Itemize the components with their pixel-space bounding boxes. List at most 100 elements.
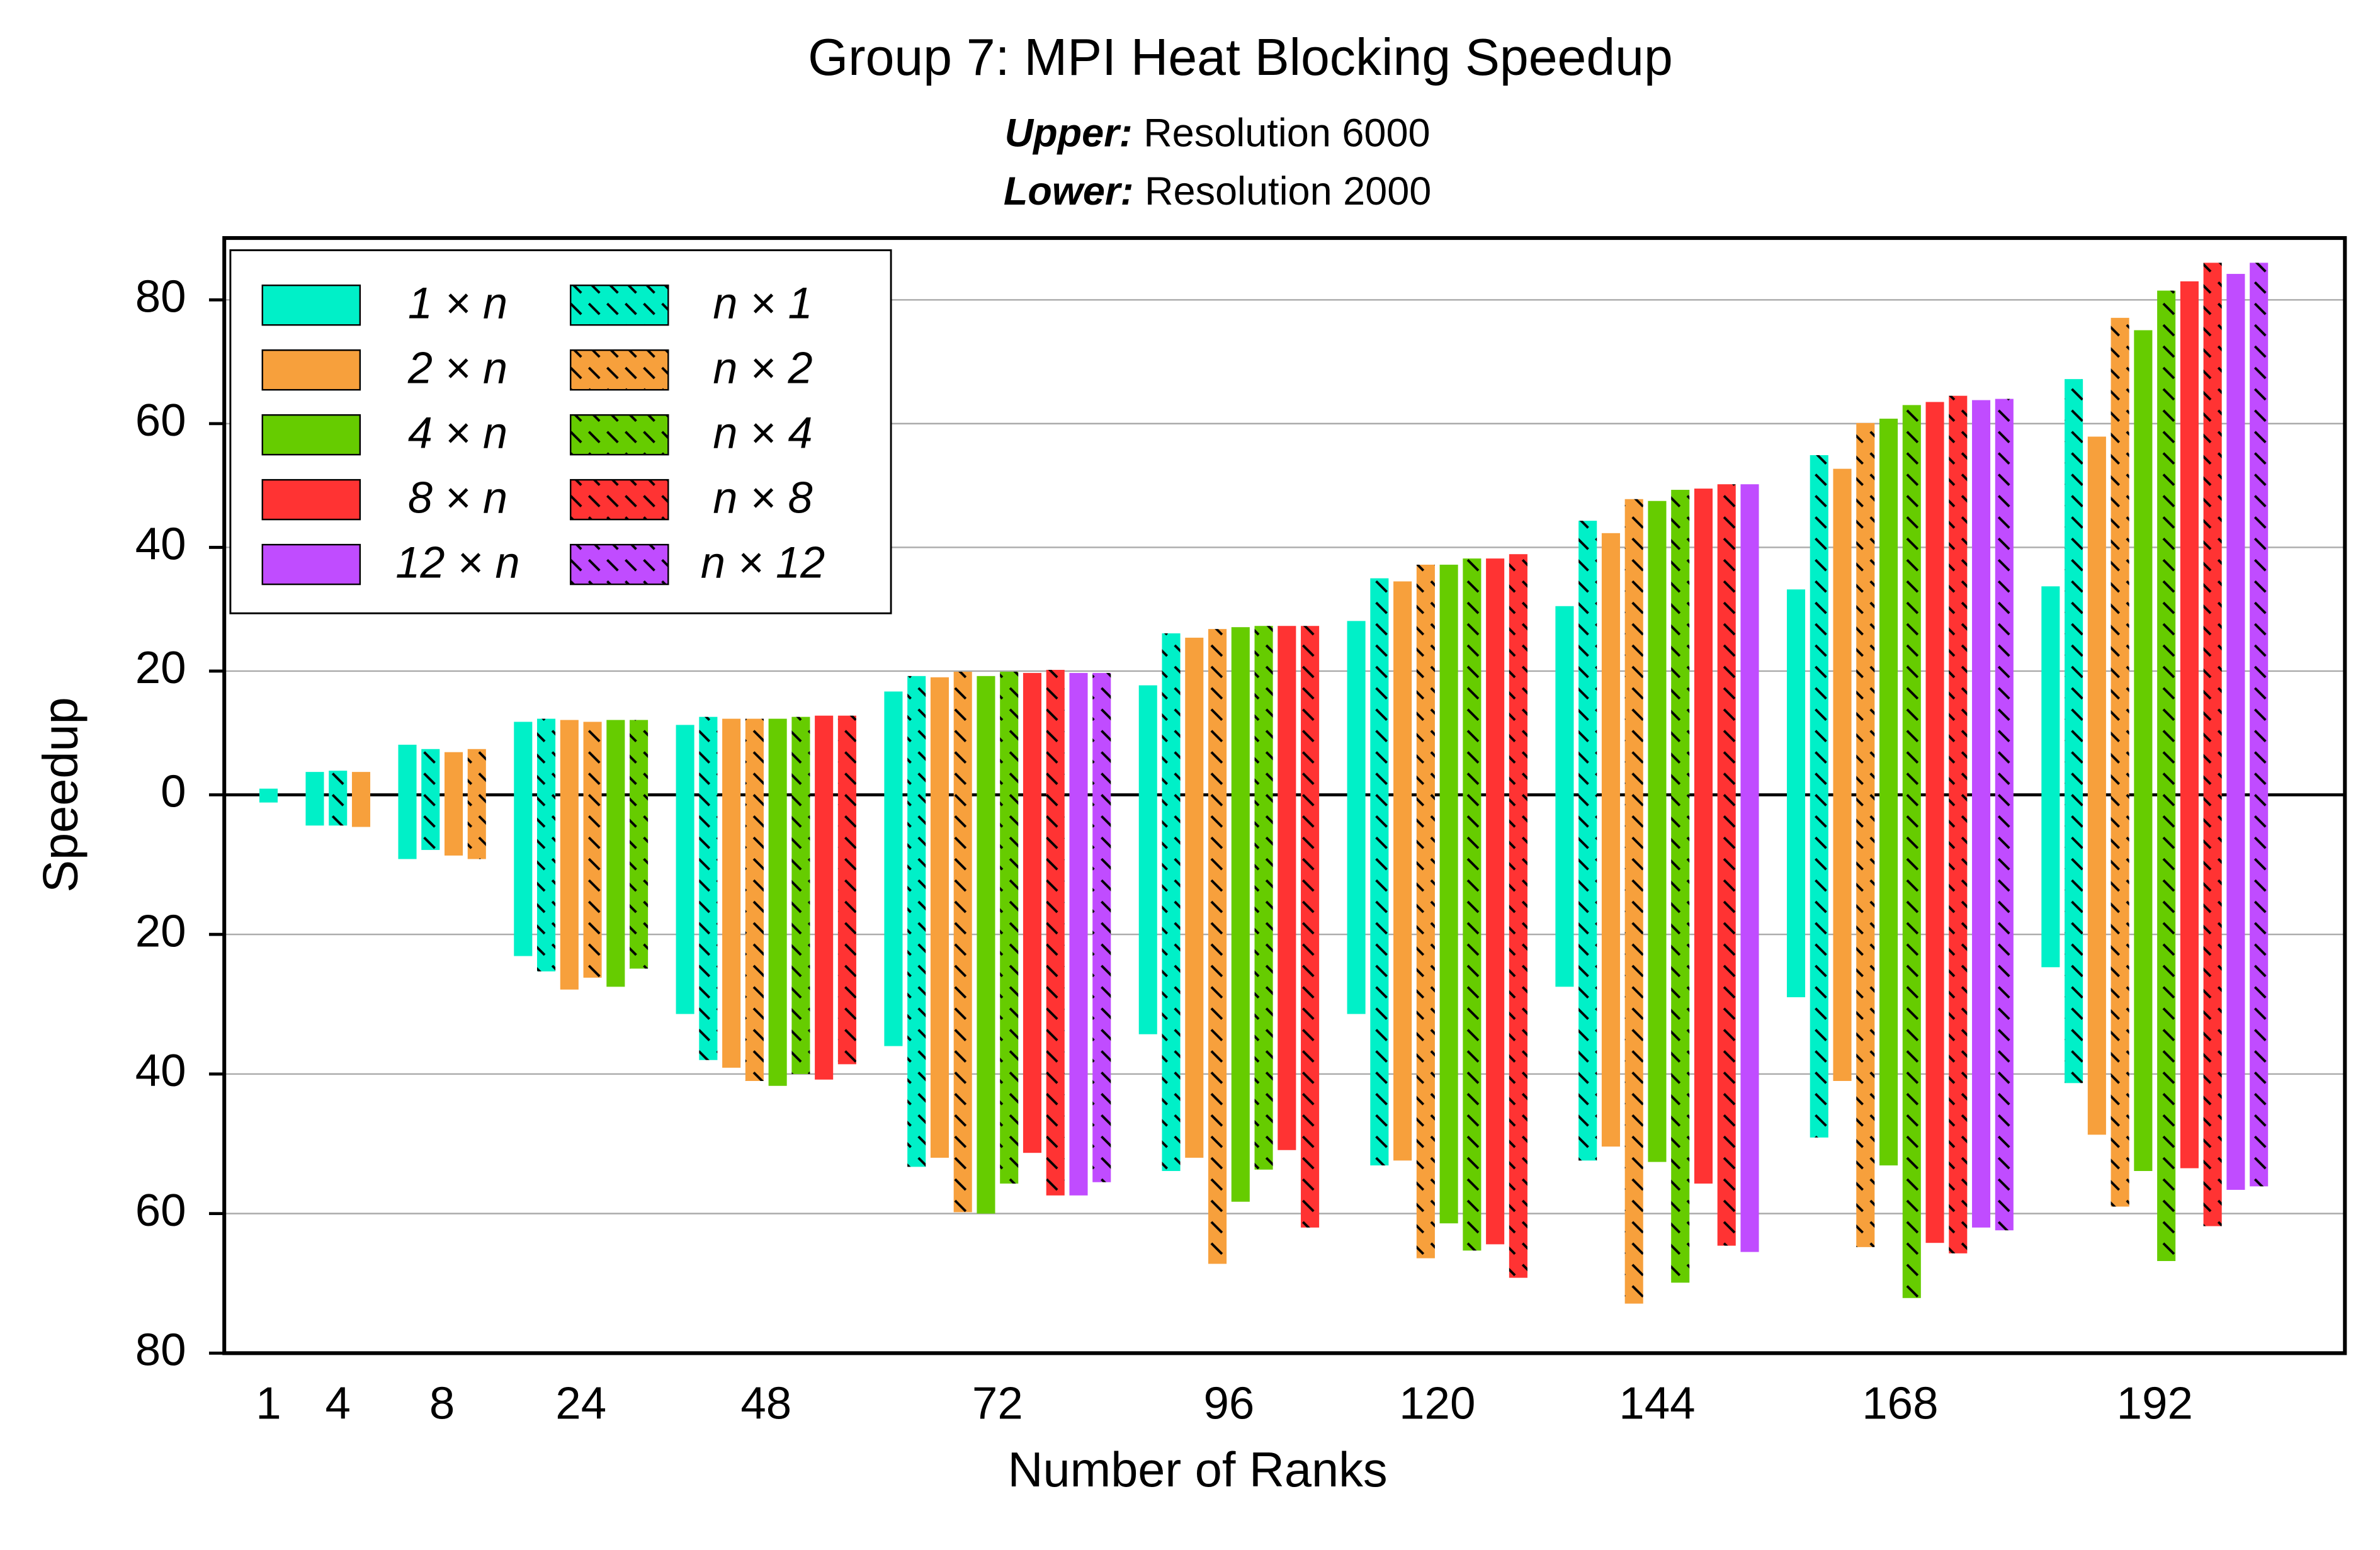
bar-upper xyxy=(537,718,556,795)
bar-lower xyxy=(953,795,972,1213)
bar-upper xyxy=(2226,274,2245,795)
bar-lower xyxy=(2134,795,2153,1172)
x-tick-label: 120 xyxy=(1399,1377,1475,1428)
bar-lower xyxy=(2203,795,2222,1226)
bar-upper xyxy=(1000,671,1019,795)
bar-upper xyxy=(699,716,718,795)
bar-lower xyxy=(1000,795,1019,1184)
bar-lower xyxy=(1717,795,1736,1246)
x-axis-label: Number of Ranks xyxy=(1008,1443,1388,1497)
bar-lower xyxy=(1925,795,1944,1243)
legend: 1 × n n × 1 2 × n n × 2 4 × n n × 4 8 × n n × 8… xyxy=(229,249,892,614)
y2-tick-label: 60 xyxy=(135,1185,186,1236)
x-tick-label: 144 xyxy=(1619,1377,1695,1428)
bar-upper xyxy=(2250,263,2269,795)
subtitle-label: Lower: xyxy=(1004,169,1134,213)
bar-upper xyxy=(676,725,694,795)
bar-upper xyxy=(1439,564,1458,795)
bar-upper xyxy=(1972,400,1991,795)
bar-upper xyxy=(1810,455,1828,795)
bar-lower xyxy=(699,795,718,1060)
bar-lower xyxy=(676,795,694,1014)
bar-lower xyxy=(907,795,926,1167)
bar-upper xyxy=(305,772,324,795)
bar-upper xyxy=(2157,290,2176,795)
bar-upper xyxy=(837,715,856,795)
bar-lower xyxy=(259,795,278,803)
legend-swatch xyxy=(570,543,669,585)
bar-lower xyxy=(1995,795,2014,1231)
bar-upper xyxy=(1949,395,1968,795)
bar-lower xyxy=(930,795,949,1158)
bar-lower xyxy=(1439,795,1458,1224)
bar-lower xyxy=(467,795,486,859)
bar-upper xyxy=(2111,317,2129,795)
bar-upper xyxy=(606,720,625,795)
y-tick-label: 40 xyxy=(135,519,186,570)
y-tick-label: 0 xyxy=(161,766,186,817)
bar-upper xyxy=(1717,484,1736,795)
bar-upper xyxy=(2065,379,2083,795)
x-tick-label: 24 xyxy=(555,1377,606,1428)
bar-lower xyxy=(1208,795,1227,1264)
bar-lower xyxy=(1231,795,1250,1202)
bar-lower xyxy=(2041,795,2060,968)
bar-lower xyxy=(630,795,649,969)
bar-lower xyxy=(1786,795,1806,997)
y-axis-label: Speedup xyxy=(33,697,88,892)
bar-upper xyxy=(421,749,440,795)
bar-lower xyxy=(351,795,371,827)
bar-upper xyxy=(1185,637,1204,795)
bar-upper xyxy=(630,720,649,795)
bar-lower xyxy=(1463,795,1482,1251)
bar-upper xyxy=(815,715,834,795)
bar-lower xyxy=(2180,795,2199,1168)
bar-lower xyxy=(837,795,856,1065)
bar-lower xyxy=(1092,795,1111,1182)
bar-lower xyxy=(444,795,463,856)
bar-upper xyxy=(1879,419,1898,795)
bar-lower xyxy=(1555,795,1574,987)
x-tick-label: 48 xyxy=(740,1377,791,1428)
x-tick-label: 192 xyxy=(2117,1377,2193,1428)
bar-lower xyxy=(1740,795,1759,1252)
legend-label: n × 2 xyxy=(713,343,812,393)
bar-upper xyxy=(722,718,741,795)
bar-lower xyxy=(815,795,834,1080)
legend-swatch xyxy=(570,284,669,326)
bar-upper xyxy=(1092,672,1111,795)
legend-swatch xyxy=(570,349,669,391)
bar-lower xyxy=(2065,795,2083,1083)
bar-lower xyxy=(606,795,625,987)
bar-upper xyxy=(1347,621,1366,795)
bar-lower xyxy=(977,795,995,1214)
bar-lower xyxy=(791,795,810,1074)
chart-title: Group 7: MPI Heat Blocking Speedup xyxy=(808,28,1673,86)
bar-lower xyxy=(1301,795,1320,1228)
bar-lower xyxy=(1486,795,1505,1245)
subtitle: Upper: Resolution 6000 xyxy=(1005,111,1431,155)
bar-upper xyxy=(351,772,371,795)
bar-lower xyxy=(1069,795,1088,1196)
x-tick-label: 4 xyxy=(326,1377,351,1428)
bar-upper xyxy=(930,677,949,795)
bar-lower xyxy=(768,795,787,1086)
legend-swatch xyxy=(261,543,361,585)
bar-lower xyxy=(1972,795,1991,1228)
bar-upper xyxy=(1786,589,1806,795)
bar-upper xyxy=(2180,281,2199,795)
bar-upper xyxy=(1486,558,1505,795)
bar-lower xyxy=(1278,795,1296,1150)
bar-lower xyxy=(1185,795,1204,1158)
subtitle-label: Upper: xyxy=(1005,111,1133,155)
bar-lower xyxy=(1254,795,1273,1170)
legend-label: n × 4 xyxy=(713,408,812,458)
bar-upper xyxy=(1393,581,1412,795)
bar-lower xyxy=(745,795,764,1082)
bar-lower xyxy=(1046,795,1065,1196)
bar-upper xyxy=(583,721,602,795)
bar-lower xyxy=(1601,795,1620,1147)
